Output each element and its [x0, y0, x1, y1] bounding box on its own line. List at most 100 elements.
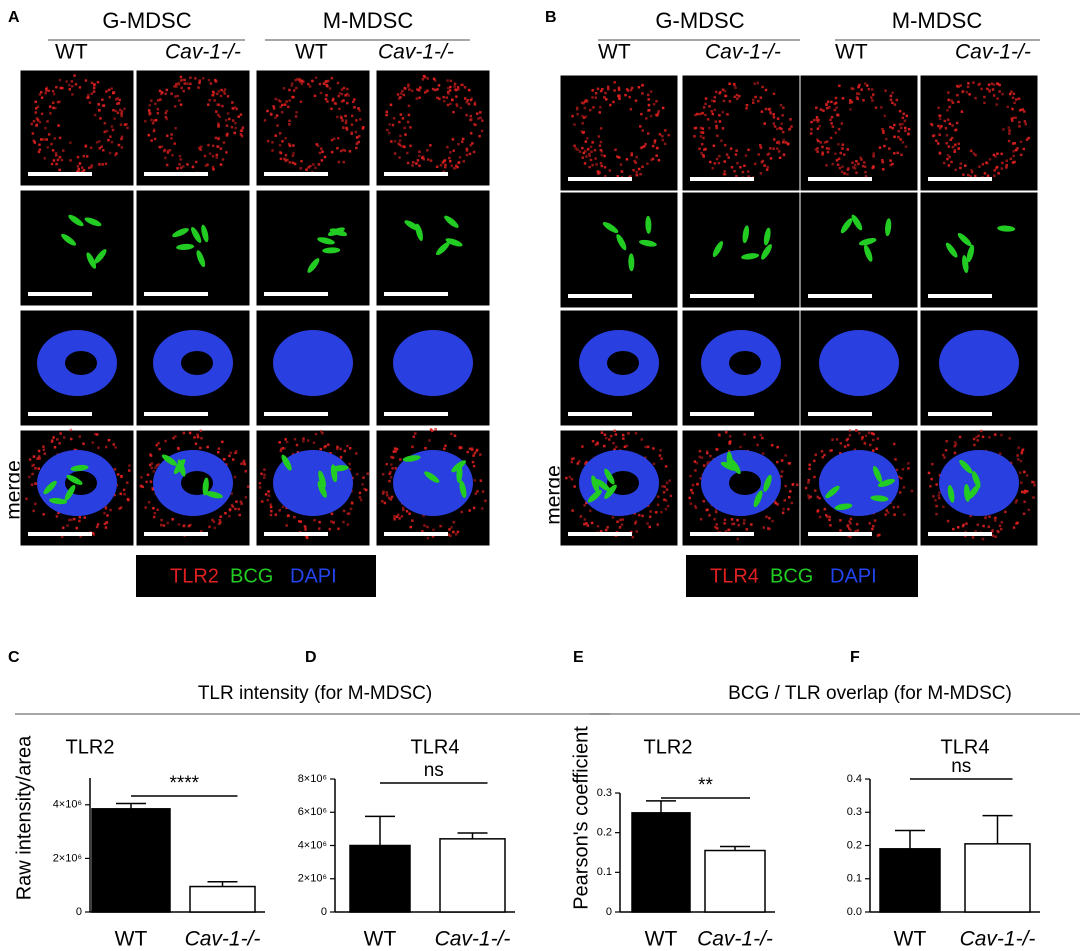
- red-signal: [772, 116, 776, 119]
- red-signal: [588, 152, 591, 156]
- red-signal: [391, 467, 394, 470]
- red-signal: [723, 170, 726, 173]
- nucleus: [819, 330, 899, 396]
- red-signal: [973, 443, 976, 447]
- red-signal: [393, 447, 397, 450]
- red-signal: [858, 83, 861, 87]
- red-signal: [398, 143, 402, 146]
- red-signal: [991, 88, 995, 91]
- red-signal: [325, 80, 328, 83]
- red-signal: [452, 149, 456, 152]
- red-signal: [238, 513, 241, 517]
- red-signal: [945, 133, 949, 137]
- red-signal: [705, 451, 709, 455]
- red-signal: [981, 163, 985, 166]
- red-signal: [714, 507, 718, 511]
- red-signal: [1010, 119, 1014, 122]
- micrograph-bg: [919, 74, 1039, 192]
- stain-legend: TLR2: [170, 565, 219, 587]
- red-signal: [144, 506, 147, 509]
- red-signal: [937, 494, 940, 497]
- red-signal: [834, 131, 838, 135]
- red-signal: [996, 152, 999, 155]
- red-signal: [689, 474, 692, 478]
- red-signal: [288, 99, 291, 102]
- red-signal: [117, 101, 121, 105]
- red-signal: [728, 435, 732, 438]
- green-signal: [317, 237, 335, 245]
- red-signal: [972, 152, 976, 155]
- red-signal: [883, 144, 886, 148]
- red-signal: [763, 122, 766, 125]
- red-signal: [788, 496, 791, 499]
- red-signal: [885, 137, 888, 141]
- red-signal: [998, 90, 1001, 93]
- red-signal: [234, 121, 237, 125]
- red-signal: [782, 138, 786, 142]
- red-signal: [230, 492, 233, 495]
- green-signal: [604, 468, 615, 485]
- red-signal: [594, 157, 597, 160]
- red-signal: [637, 167, 641, 171]
- red-signal: [280, 447, 283, 451]
- red-signal: [958, 435, 962, 439]
- red-signal: [330, 512, 334, 516]
- red-signal: [629, 88, 633, 92]
- red-signal: [640, 112, 643, 116]
- red-signal: [947, 164, 951, 167]
- red-signal: [952, 527, 955, 531]
- red-signal: [240, 129, 244, 132]
- red-signal: [332, 97, 335, 101]
- red-signal: [853, 448, 857, 451]
- red-signal: [765, 168, 769, 171]
- red-signal: [960, 110, 964, 113]
- red-signal: [457, 88, 460, 91]
- red-signal: [58, 155, 62, 159]
- red-signal: [397, 142, 400, 145]
- red-signal: [728, 440, 732, 444]
- red-signal: [152, 506, 155, 510]
- red-signal: [651, 144, 655, 148]
- red-signal: [468, 447, 472, 451]
- red-signal: [62, 149, 65, 152]
- red-signal: [57, 124, 60, 127]
- red-signal: [278, 132, 282, 135]
- red-signal: [470, 448, 474, 452]
- red-signal: [976, 523, 979, 527]
- red-signal: [402, 508, 405, 512]
- red-signal: [42, 513, 45, 516]
- red-signal: [660, 457, 663, 460]
- red-signal: [598, 111, 602, 114]
- red-signal: [171, 518, 174, 521]
- red-signal: [104, 526, 108, 529]
- red-signal: [762, 526, 766, 529]
- red-signal: [342, 509, 346, 513]
- red-signal: [736, 97, 739, 100]
- red-signal: [68, 88, 72, 91]
- red-signal: [855, 159, 858, 163]
- red-signal: [395, 447, 399, 451]
- red-signal: [392, 450, 396, 453]
- red-signal: [38, 120, 42, 124]
- red-signal: [472, 464, 476, 468]
- red-signal: [613, 81, 616, 84]
- micrograph-bg: [255, 69, 371, 187]
- green-signal: [587, 489, 602, 503]
- red-signal: [665, 488, 669, 491]
- micrograph-bg: [375, 69, 491, 187]
- red-signal: [823, 507, 827, 511]
- red-signal: [1012, 116, 1016, 120]
- red-signal: [734, 153, 738, 156]
- red-signal: [465, 149, 469, 152]
- green-signal: [753, 490, 763, 508]
- y-tick-label: 6×10⁶: [298, 806, 327, 818]
- red-signal: [704, 113, 707, 117]
- red-signal: [46, 120, 49, 123]
- red-signal: [460, 83, 463, 87]
- red-signal: [616, 155, 619, 158]
- red-signal: [57, 511, 60, 515]
- red-signal: [353, 98, 356, 101]
- red-signal: [264, 493, 268, 496]
- red-signal: [828, 518, 831, 522]
- red-signal: [756, 443, 759, 447]
